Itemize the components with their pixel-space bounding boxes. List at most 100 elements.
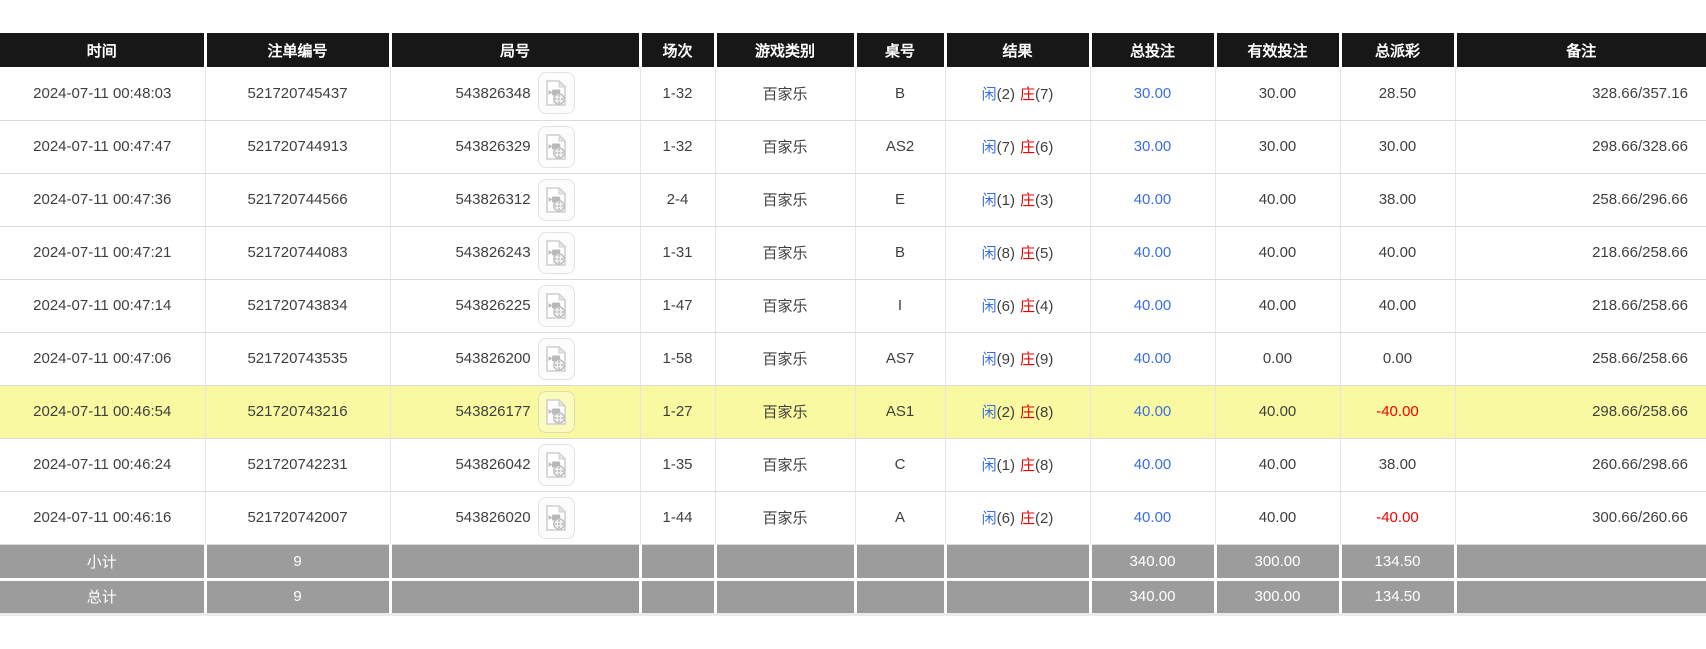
cell-table-no: A [855, 491, 946, 545]
result-banker-label: 庄 [1020, 298, 1036, 315]
col-header-time: 时间 [0, 33, 207, 67]
table-row[interactable]: 2024-07-11 00:46:54 521720743216 5438261… [0, 385, 1706, 439]
total-bet-link[interactable]: 30.00 [1133, 138, 1172, 155]
table-row[interactable]: 2024-07-11 00:47:06 521720743535 5438262… [0, 332, 1706, 386]
video-replay-button[interactable] [537, 72, 575, 115]
total-empty-game [715, 577, 857, 616]
total-valid-bet: 300.00 [1215, 577, 1342, 616]
cell-remark: 298.66/328.66 [1455, 120, 1706, 174]
subtotal-empty-round [390, 544, 642, 579]
result-player-score: (2) [996, 404, 1015, 421]
cell-game-type: 百家乐 [715, 385, 856, 439]
cell-remark: 218.66/258.66 [1455, 279, 1706, 333]
result-banker-score: (8) [1035, 404, 1054, 421]
round-number: 543826312 [455, 191, 531, 208]
video-replay-button[interactable] [537, 496, 575, 539]
cell-payout: 40.00 [1340, 226, 1456, 280]
total-empty-result [945, 577, 1092, 616]
cell-time: 2024-07-11 00:46:16 [0, 491, 206, 545]
cell-valid-bet: 40.00 [1215, 279, 1341, 333]
table-header: 时间 注单编号 局号 场次 游戏类别 桌号 结果 总投注 有效投注 总派彩 备注 [0, 33, 1706, 67]
video-file-icon [546, 186, 567, 213]
cell-table-no: AS2 [855, 120, 946, 174]
cell-result: 闲(1) 庄(3) [945, 173, 1091, 227]
cell-total-bet: 40.00 [1090, 173, 1216, 227]
video-file-icon [546, 239, 567, 266]
result-banker-label: 庄 [1020, 510, 1036, 527]
cell-payout: 0.00 [1340, 332, 1456, 386]
cell-session: 1-35 [640, 438, 716, 492]
video-replay-button[interactable] [537, 390, 575, 433]
total-bet-link[interactable]: 40.00 [1133, 509, 1172, 526]
cell-game-type: 百家乐 [715, 332, 856, 386]
subtotal-label: 小计 [0, 544, 207, 579]
total-bet-link[interactable]: 40.00 [1133, 191, 1172, 208]
cell-valid-bet: 30.00 [1215, 120, 1341, 174]
cell-total-bet: 40.00 [1090, 491, 1216, 545]
cell-game-type: 百家乐 [715, 279, 856, 333]
cell-bet-id: 521720744566 [205, 173, 391, 227]
round-number: 543826348 [455, 84, 531, 102]
cell-round: 543826243 [390, 226, 641, 280]
subtotal-row: 小计 9 340.00 300.00 134.50 [0, 544, 1706, 579]
cell-round: 543826312 [390, 173, 641, 227]
cell-round: 543826348 [390, 67, 641, 121]
cell-session: 1-32 [640, 120, 716, 174]
col-header-payout: 总派彩 [1340, 33, 1457, 67]
cell-table-no: AS1 [855, 385, 946, 439]
total-bet-link[interactable]: 40.00 [1133, 244, 1172, 261]
cell-time: 2024-07-11 00:47:06 [0, 332, 206, 386]
video-file-icon [546, 292, 567, 319]
total-bet-link[interactable]: 40.00 [1133, 456, 1172, 473]
result-banker-label: 庄 [1020, 192, 1036, 209]
cell-bet-id: 521720745437 [205, 67, 391, 121]
table-row[interactable]: 2024-07-11 00:47:14 521720743834 5438262… [0, 279, 1706, 333]
table-row[interactable]: 2024-07-11 00:47:47 521720744913 5438263… [0, 120, 1706, 174]
video-replay-button[interactable] [537, 284, 575, 327]
cell-game-type: 百家乐 [715, 67, 856, 121]
total-bet-link[interactable]: 30.00 [1133, 84, 1172, 102]
result-banker-label: 庄 [1020, 85, 1036, 103]
total-bet-link[interactable]: 40.00 [1133, 297, 1172, 314]
result-banker-score: (3) [1035, 192, 1054, 209]
video-replay-button[interactable] [537, 231, 575, 274]
cell-game-type: 百家乐 [715, 438, 856, 492]
table-row[interactable]: 2024-07-11 00:46:16 521720742007 5438260… [0, 491, 1706, 545]
cell-session: 1-44 [640, 491, 716, 545]
video-replay-button[interactable] [537, 178, 575, 221]
round-number: 543826177 [455, 403, 531, 420]
subtotal-empty-result [945, 544, 1092, 579]
result-player-label: 闲 [981, 404, 997, 421]
table-footer: 小计 9 340.00 300.00 134.50 总计 9 [0, 544, 1706, 616]
table-row[interactable]: 2024-07-11 00:46:24 521720742231 5438260… [0, 438, 1706, 492]
table-row[interactable]: 2024-07-11 00:48:03 521720745437 5438263… [0, 67, 1706, 121]
table-row[interactable]: 2024-07-11 00:47:21 521720744083 5438262… [0, 226, 1706, 280]
cell-round: 543826225 [390, 279, 641, 333]
result-player-score: (6) [996, 510, 1015, 527]
result-player-score: (2) [996, 85, 1015, 103]
subtotal-empty-game [715, 544, 857, 579]
video-replay-button[interactable] [537, 337, 575, 380]
cell-payout: 28.50 [1340, 67, 1456, 121]
cell-payout: -40.00 [1340, 385, 1456, 439]
cell-result: 闲(9) 庄(9) [945, 332, 1091, 386]
table-row[interactable]: 2024-07-11 00:47:36 521720744566 5438263… [0, 173, 1706, 227]
video-replay-button[interactable] [537, 125, 575, 168]
cell-session: 1-31 [640, 226, 716, 280]
result-player-score: (8) [996, 245, 1015, 262]
table-body: 2024-07-11 00:48:03 521720745437 5438263… [0, 67, 1706, 545]
total-bet-link[interactable]: 40.00 [1133, 350, 1172, 367]
result-player-label: 闲 [981, 245, 997, 262]
round-number: 543826243 [455, 244, 531, 261]
cell-time: 2024-07-11 00:47:47 [0, 120, 206, 174]
col-header-valid-bet: 有效投注 [1215, 33, 1342, 67]
cell-round: 543826329 [390, 120, 641, 174]
video-replay-button[interactable] [537, 443, 575, 486]
round-number: 543826329 [455, 138, 531, 155]
cell-session: 1-47 [640, 279, 716, 333]
total-count: 9 [205, 577, 392, 616]
total-bet-link[interactable]: 40.00 [1133, 403, 1172, 420]
cell-payout: 30.00 [1340, 120, 1456, 174]
col-header-remark: 备注 [1455, 33, 1706, 67]
cell-session: 1-58 [640, 332, 716, 386]
